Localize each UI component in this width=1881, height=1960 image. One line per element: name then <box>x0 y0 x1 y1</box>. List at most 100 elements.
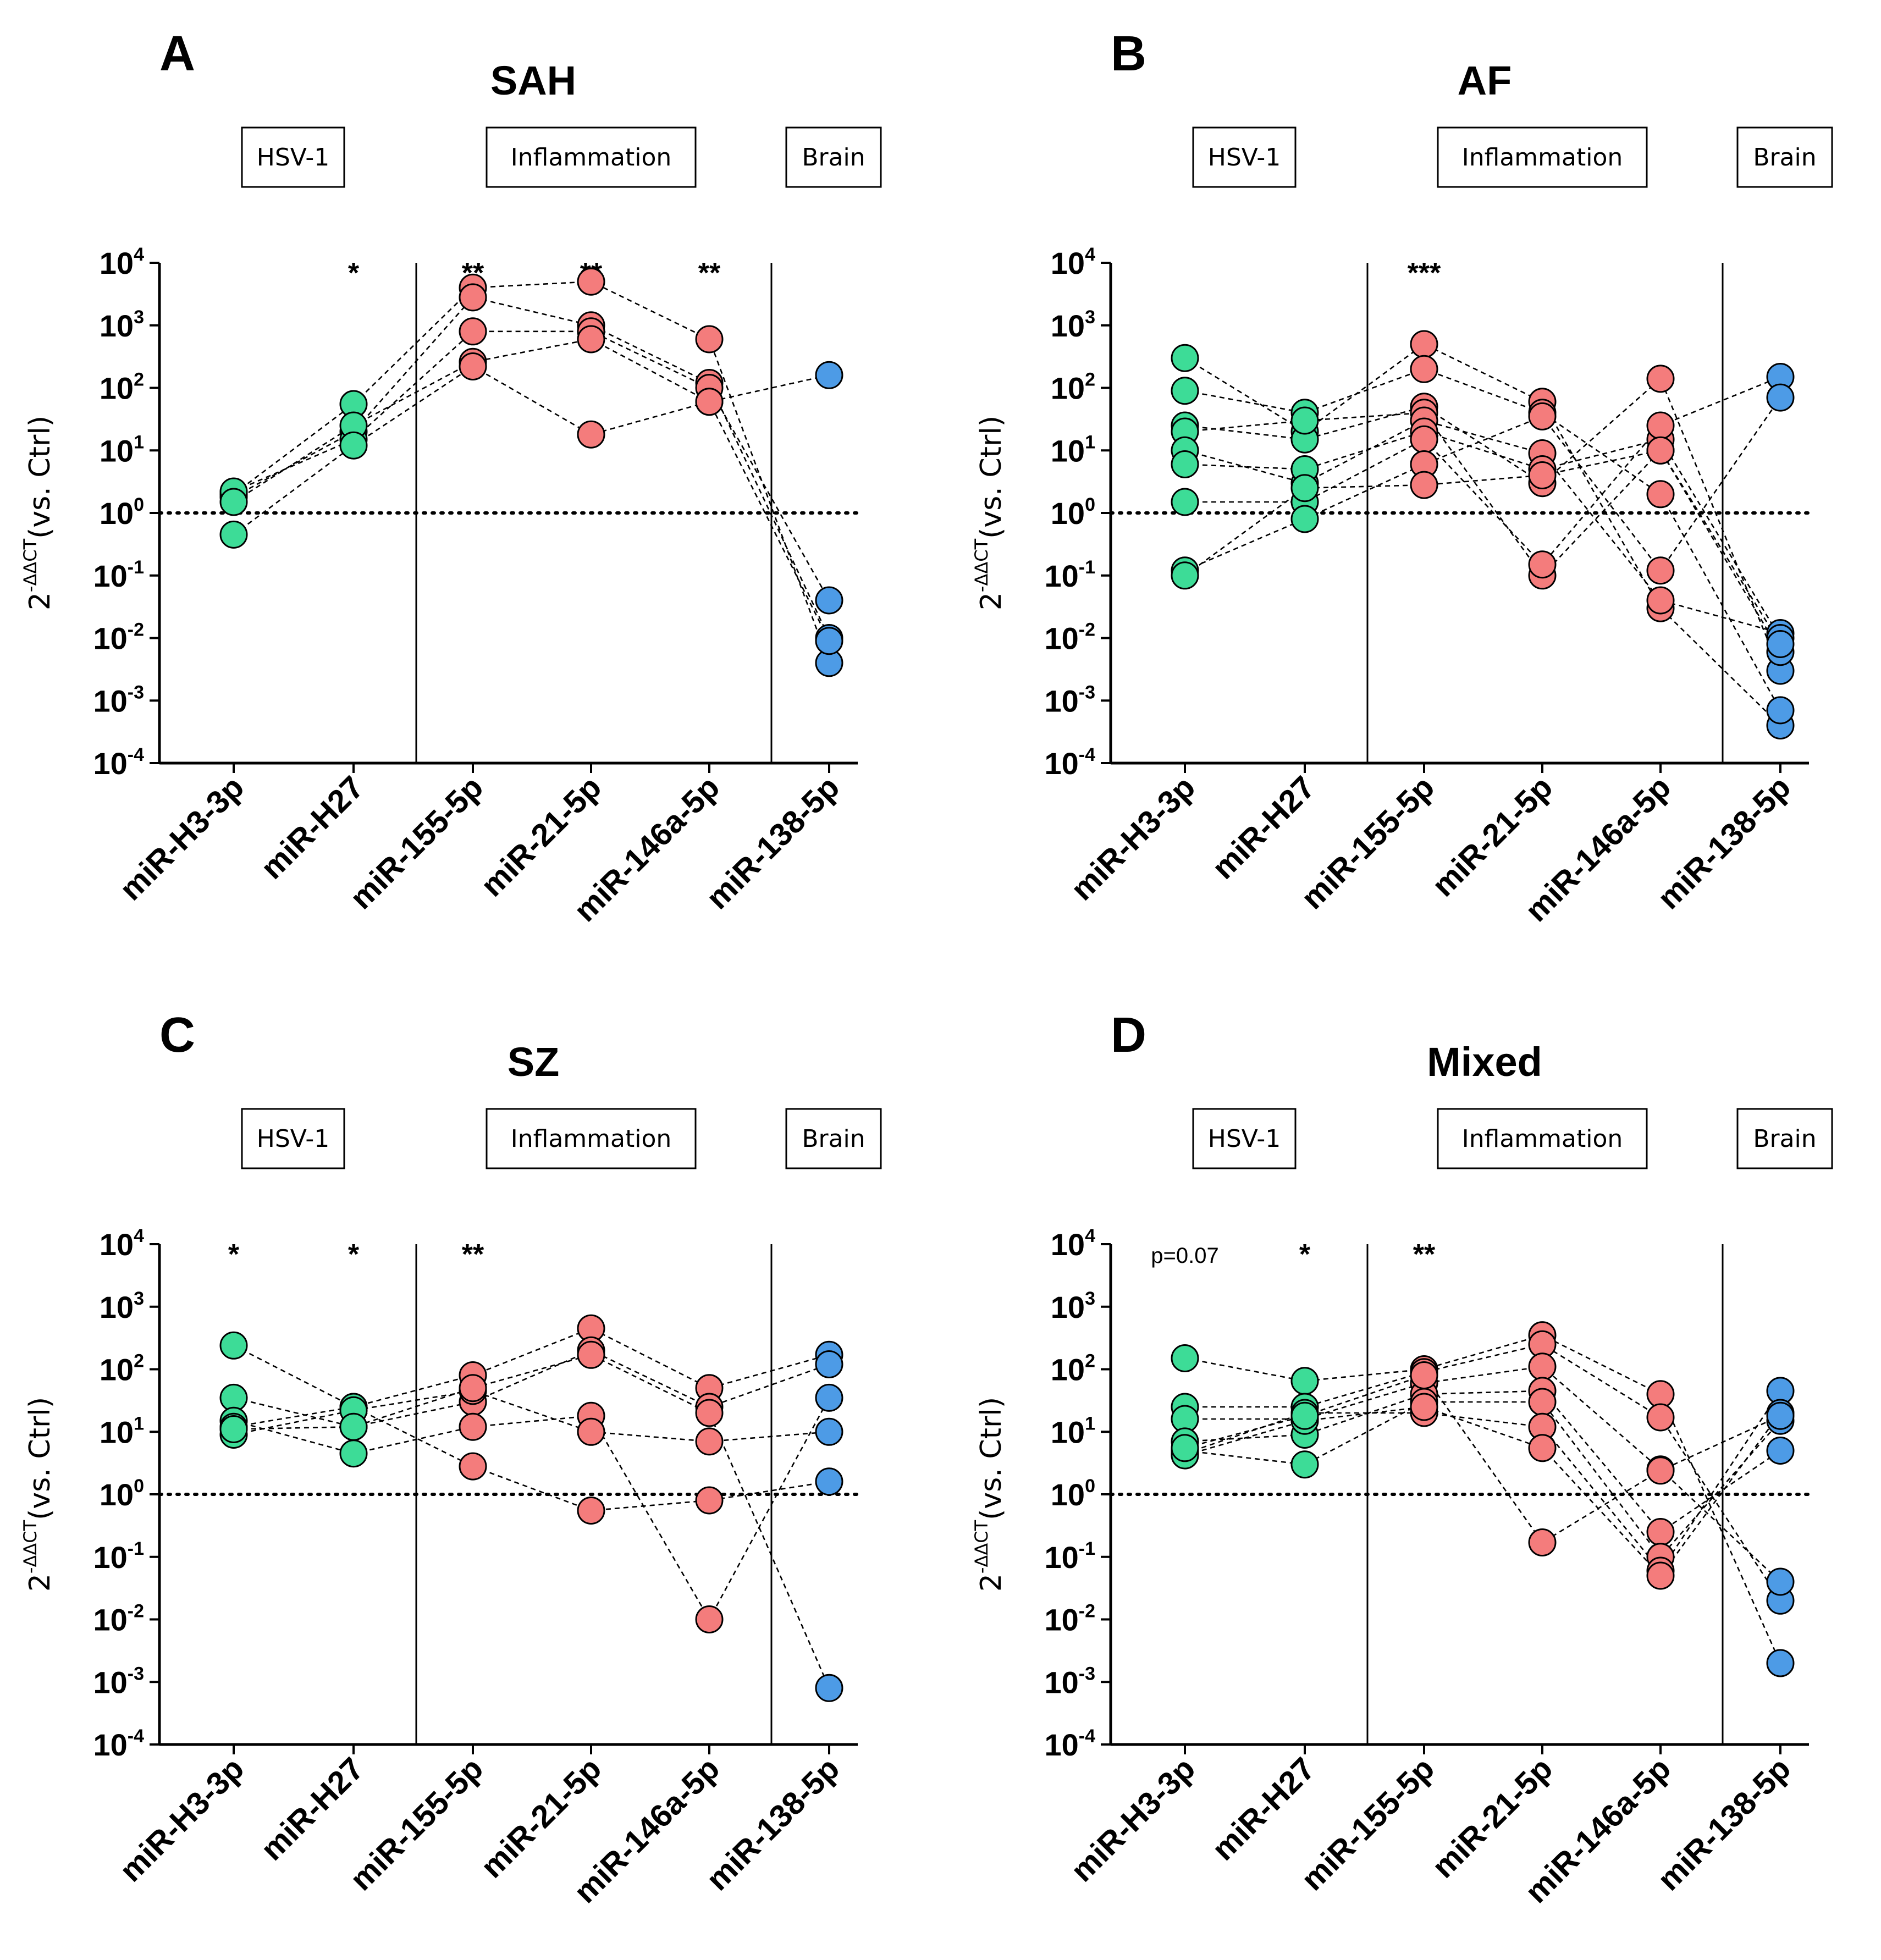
x-tick-label: miR-H27 <box>1205 769 1322 886</box>
data-point <box>1528 1528 1557 1556</box>
group-box-hsv-1: HSV-1 <box>1192 1108 1297 1169</box>
y-tick-label: 10-1 <box>93 557 144 593</box>
subject-line <box>1184 1374 1781 1544</box>
data-point <box>815 1417 843 1446</box>
y-tick-label: 102 <box>1051 1351 1095 1387</box>
data-point <box>1290 505 1319 533</box>
group-box-label: HSV-1 <box>1208 143 1281 172</box>
x-tick-label: miR-H27 <box>1205 1751 1322 1867</box>
panel-title: SZ <box>508 1039 560 1085</box>
data-point <box>577 420 605 449</box>
data-point <box>1410 1393 1438 1421</box>
group-box-frame <box>1192 126 1297 188</box>
panel-d: D Mixed HSV-1 Inflammation Brain 10-4 10-3 10-2… <box>971 1008 1833 1910</box>
group-box-inflammation: Inflammation <box>1437 1108 1648 1169</box>
subject-line <box>233 338 830 642</box>
significance-marker: ** <box>462 1239 484 1271</box>
significance-marker: * <box>348 1239 360 1271</box>
data-point <box>577 267 605 296</box>
data-point <box>1766 1649 1795 1677</box>
y-tick-label: 103 <box>100 307 144 343</box>
group-box-frame <box>241 126 345 188</box>
data-point <box>1410 1361 1438 1389</box>
data-point <box>1410 471 1438 499</box>
y-axis-label: 2-ΔΔCT(vs. Ctrl) <box>971 416 1008 610</box>
data-point <box>815 1383 843 1412</box>
subject-line <box>1184 1334 1781 1664</box>
data-point <box>1171 1344 1199 1372</box>
subject-line <box>1184 1390 1781 1533</box>
data-point <box>1290 406 1319 435</box>
group-box-brain: Brain <box>1736 1108 1833 1169</box>
group-box-hsv-1: HSV-1 <box>241 126 345 188</box>
group-box-frame <box>1192 1108 1297 1169</box>
data-point <box>1646 1518 1675 1546</box>
data-point <box>1766 630 1795 658</box>
data-point <box>577 1497 605 1525</box>
y-axis-label: 2-ΔΔCT(vs. Ctrl) <box>20 1397 57 1592</box>
subject-line <box>233 1349 830 1428</box>
y-tick-label: 10-4 <box>93 1726 144 1762</box>
y-tick-label: 10-3 <box>1044 682 1095 718</box>
subject-line <box>1184 368 1781 711</box>
subject-line <box>1185 1366 1781 1582</box>
subject-line <box>233 1327 830 1408</box>
panel-letter: B <box>1111 26 1146 81</box>
data-point <box>815 586 843 615</box>
data-point <box>1766 1437 1795 1465</box>
data-point <box>577 1340 605 1369</box>
panel-title: Mixed <box>1427 1039 1542 1085</box>
y-tick-label: 104 <box>100 1225 144 1262</box>
data-point <box>339 1439 368 1468</box>
data-point <box>1646 586 1675 615</box>
data-point <box>459 1412 487 1441</box>
subject-line <box>1184 377 1781 671</box>
y-tick-label: 102 <box>1051 369 1095 406</box>
x-tick-label: miR-H27 <box>254 1751 371 1867</box>
significance-marker: ** <box>698 257 721 289</box>
y-tick-label: 102 <box>100 1351 144 1387</box>
data-point <box>1646 556 1675 585</box>
subject-line <box>233 1354 830 1688</box>
data-point <box>1646 411 1675 440</box>
data-point <box>1646 1561 1675 1590</box>
data-point <box>1290 1401 1319 1430</box>
y-tick-label: 10-2 <box>1044 620 1095 656</box>
subject-line <box>1184 1401 1781 1558</box>
y-tick-label: 101 <box>100 432 144 468</box>
panel-letter: D <box>1111 1008 1146 1063</box>
y-tick-label: 104 <box>100 244 144 280</box>
data-point <box>1646 365 1675 393</box>
y-tick-label: 10-2 <box>93 620 144 656</box>
data-point <box>1528 1434 1557 1462</box>
x-tick-label: miR-H3-3p <box>113 769 251 907</box>
data-point <box>1171 1434 1199 1462</box>
data-point <box>1290 474 1319 503</box>
data-point <box>219 488 248 516</box>
subject-line <box>233 1406 830 1511</box>
y-tick-label: 104 <box>1051 244 1095 280</box>
group-box-label: Inflammation <box>511 143 672 172</box>
data-point <box>339 431 368 460</box>
data-point <box>219 520 248 549</box>
data-point <box>1410 330 1438 358</box>
panel-c: C SZ HSV-1 Inflammation Brain 10-4 10-3 10-2 10-… <box>20 1008 882 1910</box>
y-axis-label: 2-ΔΔCT(vs. Ctrl) <box>971 1397 1008 1592</box>
data-point <box>815 1674 843 1702</box>
group-box-frame <box>1736 126 1833 188</box>
y-tick-label: 104 <box>1051 1225 1095 1262</box>
data-point <box>1171 488 1199 516</box>
significance-marker: ** <box>1413 1239 1436 1271</box>
data-point <box>1646 480 1675 509</box>
data-point <box>1528 1388 1557 1416</box>
group-box-brain: Brain <box>785 126 882 188</box>
panel-title: AF <box>1458 58 1512 103</box>
group-box-hsv-1: HSV-1 <box>1192 126 1297 188</box>
group-box-inflammation: Inflammation <box>1437 126 1648 188</box>
group-box-hsv-1: HSV-1 <box>241 1108 345 1169</box>
y-tick-label: 103 <box>1051 1288 1095 1324</box>
y-tick-label: 10-1 <box>93 1538 144 1575</box>
y-tick-label: 103 <box>100 1288 144 1324</box>
data-point <box>577 1417 605 1446</box>
